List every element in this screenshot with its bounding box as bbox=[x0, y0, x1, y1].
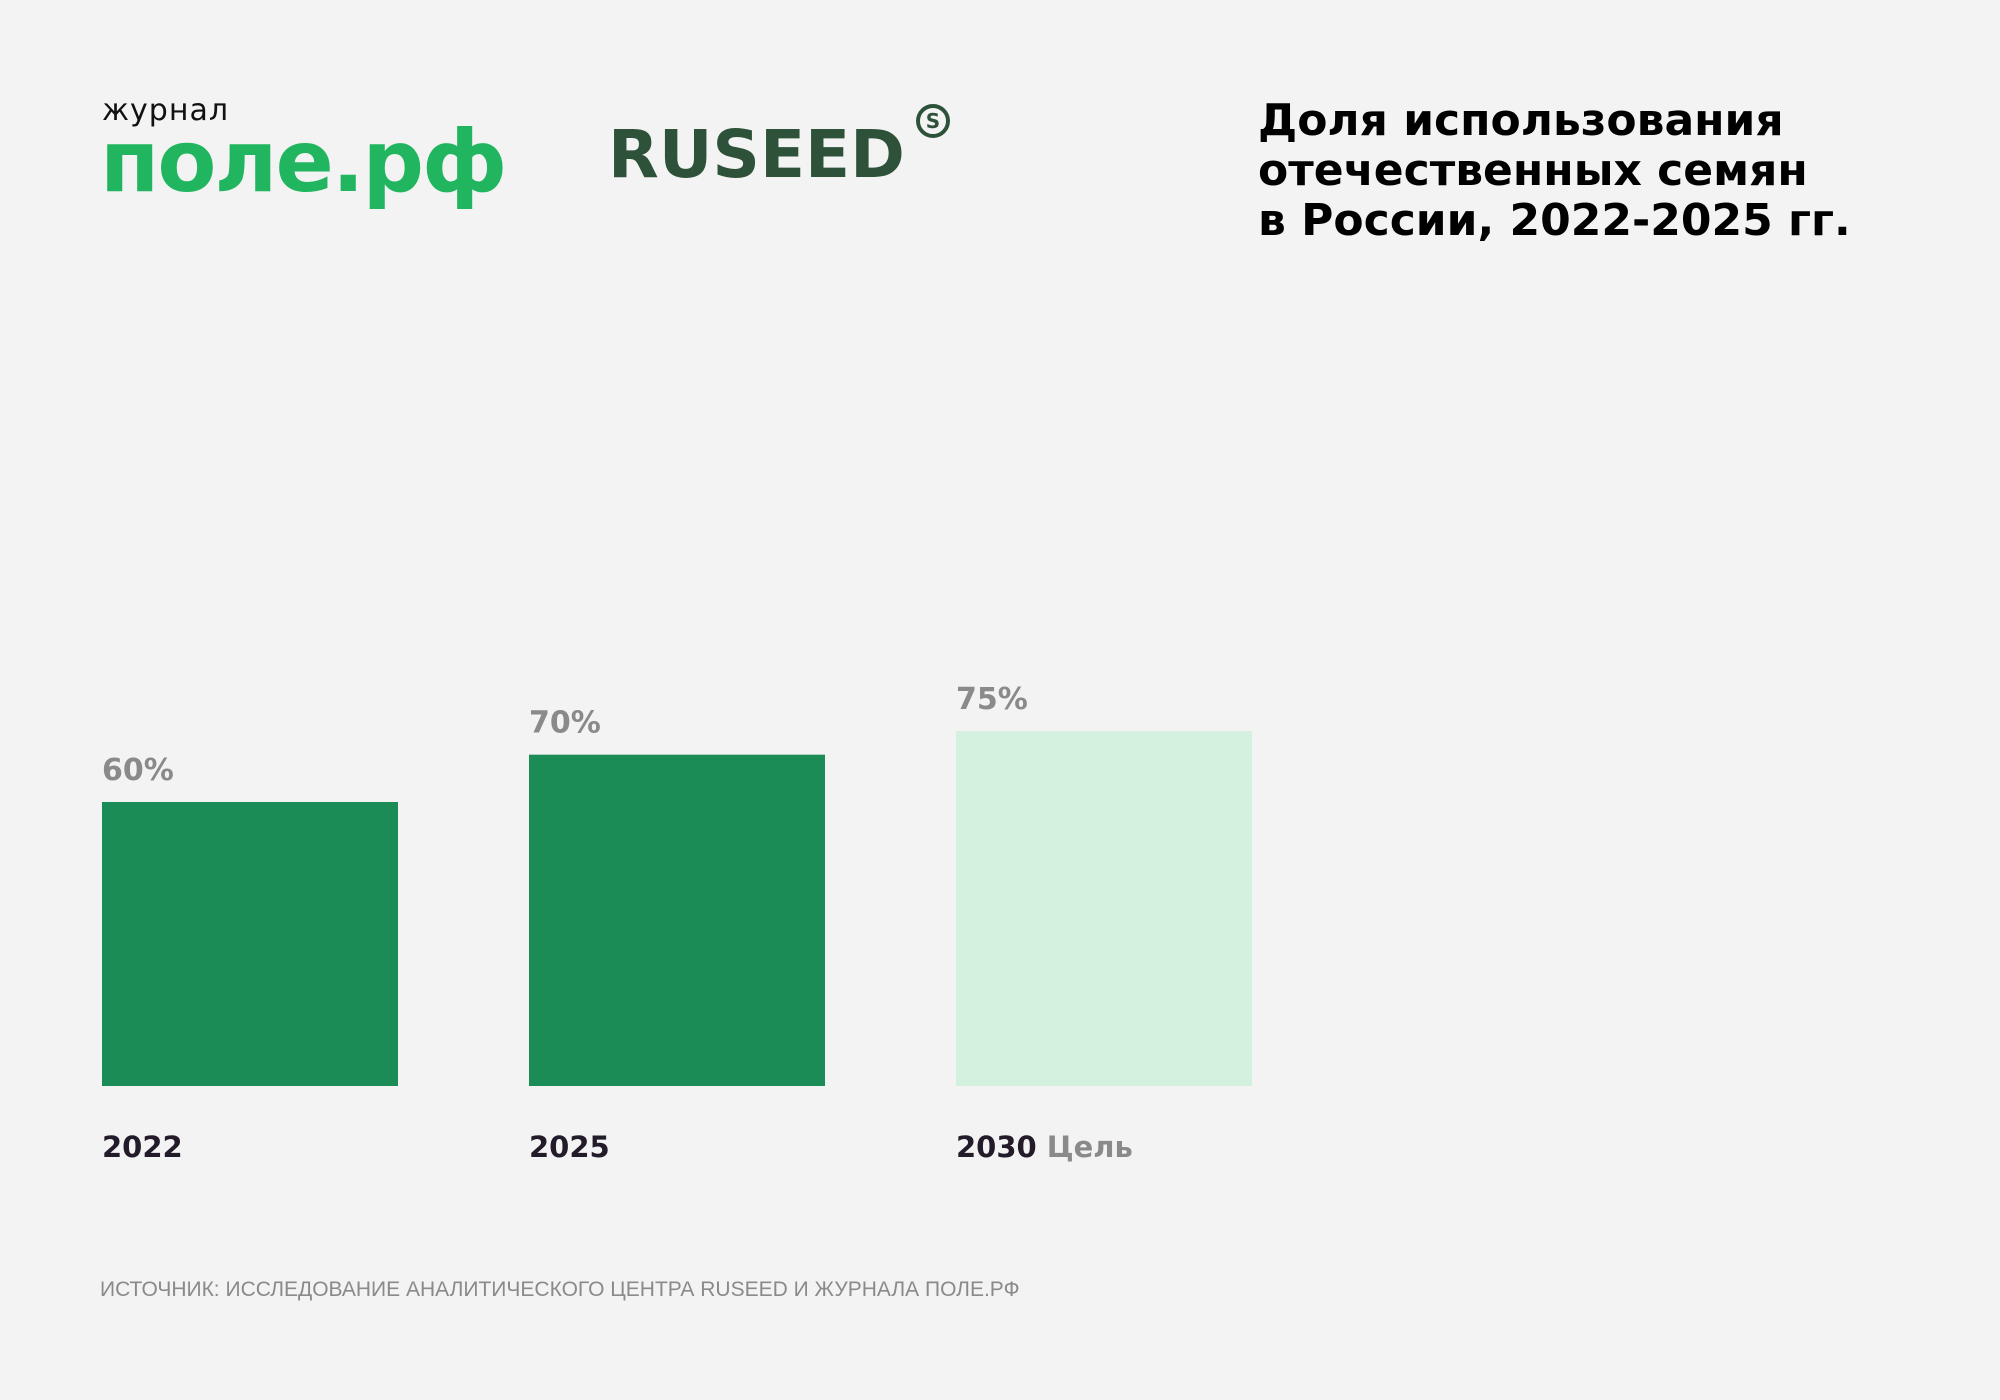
category-year: 2025 bbox=[529, 1130, 610, 1164]
bar-value-label: 60% bbox=[102, 753, 174, 788]
category-year: 2030 bbox=[956, 1130, 1037, 1164]
ruseed-logo-text: RUSEED bbox=[608, 116, 905, 193]
pole-rf-logo-text: поле.рф bbox=[100, 112, 507, 212]
category-note: Цель bbox=[1047, 1130, 1133, 1164]
chart-title-line: отечественных семян bbox=[1258, 145, 1808, 196]
bar-value-label: 70% bbox=[529, 706, 601, 741]
bar bbox=[529, 754, 825, 1086]
chart-title-line: Доля использования bbox=[1258, 95, 1784, 146]
bar-value-label: 75% bbox=[956, 682, 1028, 717]
pole-rf-logo-small-text: журнал bbox=[102, 93, 229, 128]
source-note: ИСТОЧНИК: ИССЛЕДОВАНИЕ АНАЛИТИЧЕСКОГО ЦЕ… bbox=[100, 1278, 1020, 1301]
category-label: 2025 bbox=[529, 1130, 610, 1164]
bar bbox=[956, 731, 1252, 1086]
ruseed-s-mark-icon: S bbox=[916, 104, 950, 138]
bar bbox=[102, 802, 398, 1086]
category-year: 2022 bbox=[102, 1130, 183, 1164]
pole-rf-logo: журнал поле.рф bbox=[100, 96, 540, 216]
ruseed-logo: RUSEED S bbox=[608, 100, 968, 200]
category-label: 2030 Цель bbox=[956, 1130, 1133, 1164]
bars-layer: 60% 2022 70% 2025 75% 2030 Цель bbox=[102, 682, 1252, 1164]
chart-title-line: в России, 2022-2025 гг. bbox=[1258, 195, 1851, 246]
chart-title: Доля использования отечественных семян в… bbox=[1258, 96, 1958, 246]
category-label: 2022 bbox=[102, 1130, 183, 1164]
